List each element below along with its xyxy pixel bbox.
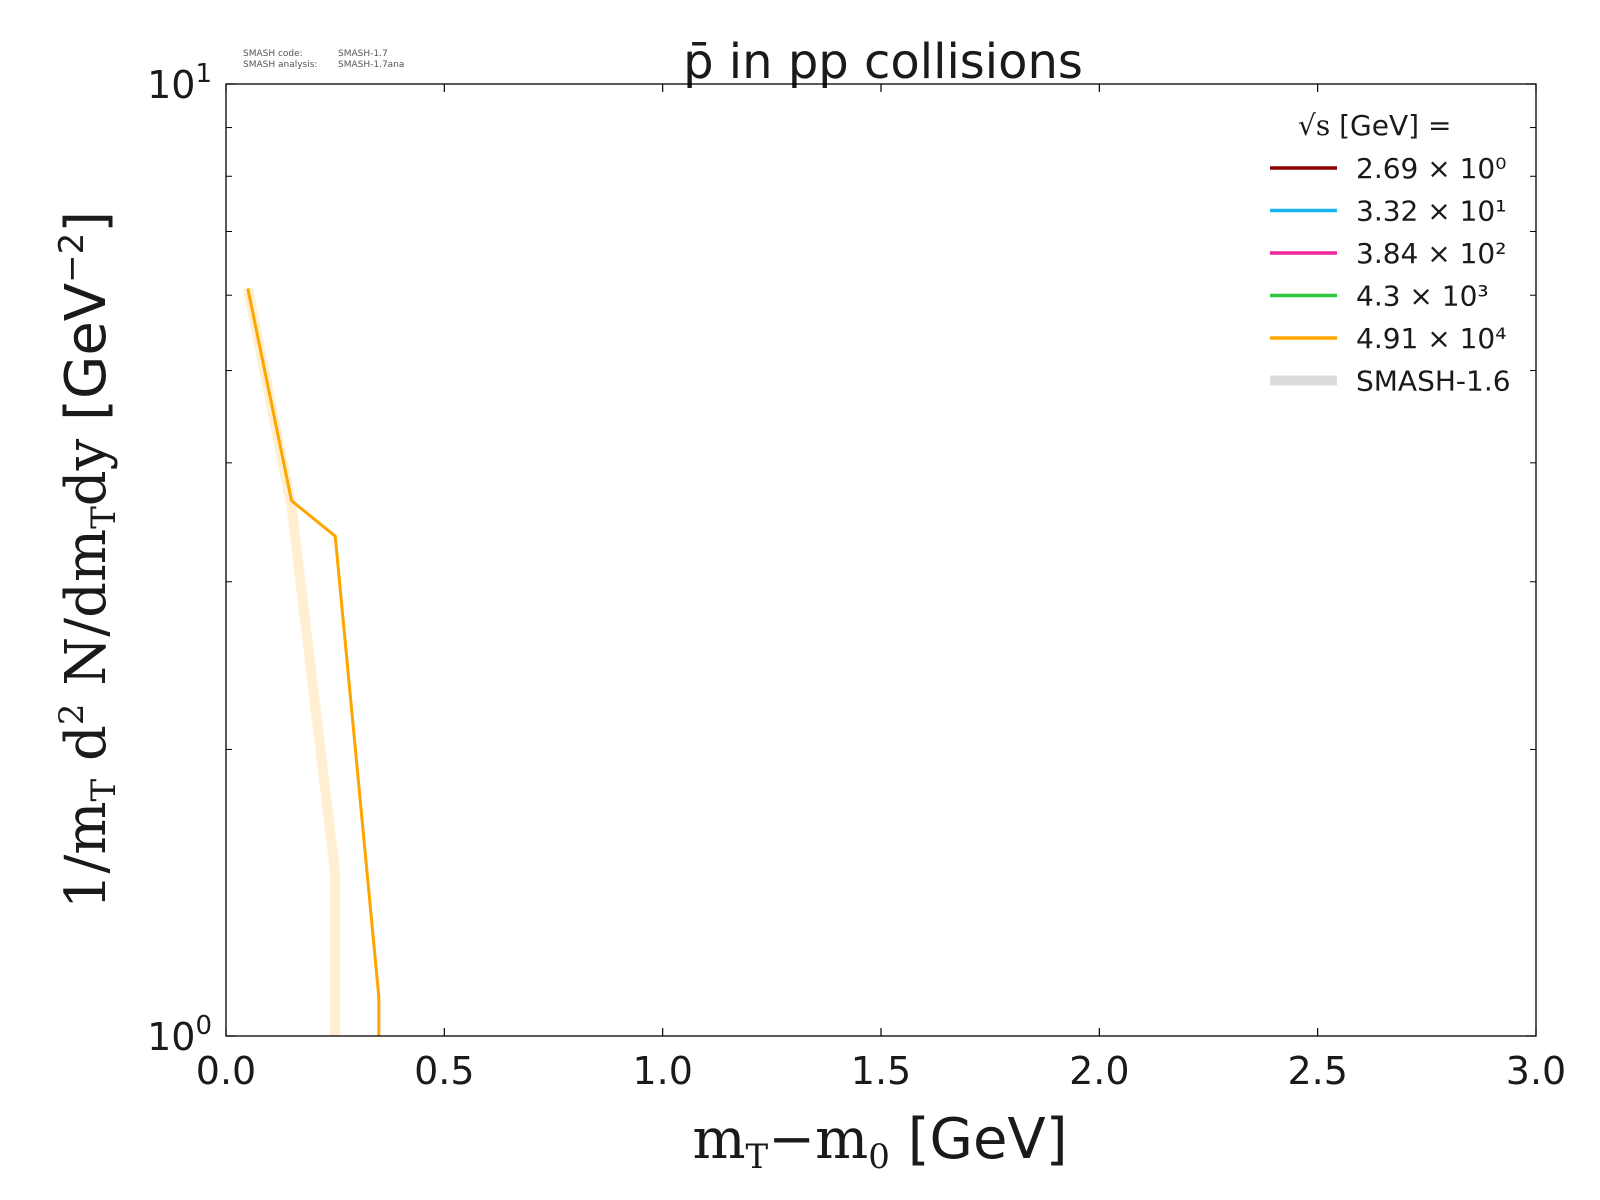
meta-code-value: SMASH-1.7 <box>338 49 388 59</box>
legend-entry: SMASH-1.6 <box>1270 365 1511 398</box>
chart-title: p̄ in pp collisions <box>683 34 1083 90</box>
reference-series-line <box>242 287 341 1036</box>
y-axis-label: 1/mT d2 N/dmTdy [GeV−2] <box>52 211 124 909</box>
x-tick-label: 1.5 <box>851 1049 911 1093</box>
x-tick-label: 2.5 <box>1287 1049 1347 1093</box>
plot-frame <box>225 83 1537 1037</box>
x-tick-label: 0.5 <box>414 1049 474 1093</box>
legend-title: √s [GeV] = <box>1298 109 1451 142</box>
series-line-4 <box>246 288 381 1036</box>
x-tick-label: 2.0 <box>1069 1049 1129 1093</box>
x-tick-label: 0.0 <box>196 1049 256 1093</box>
legend-label: 4.3 × 10³ <box>1356 280 1489 313</box>
x-tick-label: 3.0 <box>1506 1049 1566 1093</box>
y-tick-label: 101 <box>147 59 212 107</box>
legend-entry: 4.3 × 10³ <box>1270 280 1489 313</box>
series-layer <box>242 287 381 1036</box>
x-tick-label: 1.0 <box>632 1049 692 1093</box>
x-axis-label: mT−m0 [GeV] <box>692 1107 1067 1177</box>
legend-label: 3.84 × 10² <box>1356 237 1506 270</box>
legend-label: 4.91 × 10⁴ <box>1356 322 1506 355</box>
meta-code-label: SMASH code: <box>243 49 303 59</box>
meta-analysis-value: SMASH-1.7ana <box>338 60 404 70</box>
tick-layer: 0.0 0.5 1.0 1.5 2.0 2.5 3.0 100 101 <box>147 59 1566 1093</box>
legend-entry: 4.91 × 10⁴ <box>1270 322 1506 355</box>
legend: √s [GeV] = 2.69 × 10⁰ 3.32 × 10¹ 3.84 × 10… <box>1270 109 1511 398</box>
legend-label: 3.32 × 10¹ <box>1356 195 1506 228</box>
legend-entries: 2.69 × 10⁰ 3.32 × 10¹ 3.84 × 10² 4.3 × 10³ 4… <box>1270 152 1511 398</box>
legend-entry: 2.69 × 10⁰ <box>1270 152 1506 185</box>
legend-label: 2.69 × 10⁰ <box>1356 152 1506 185</box>
legend-label: SMASH-1.6 <box>1356 365 1511 398</box>
meta-analysis-label: SMASH analysis: <box>243 60 317 70</box>
legend-entry: 3.32 × 10¹ <box>1270 195 1506 228</box>
y-tick-label: 100 <box>147 1011 212 1059</box>
legend-entry: 3.84 × 10² <box>1270 237 1506 270</box>
